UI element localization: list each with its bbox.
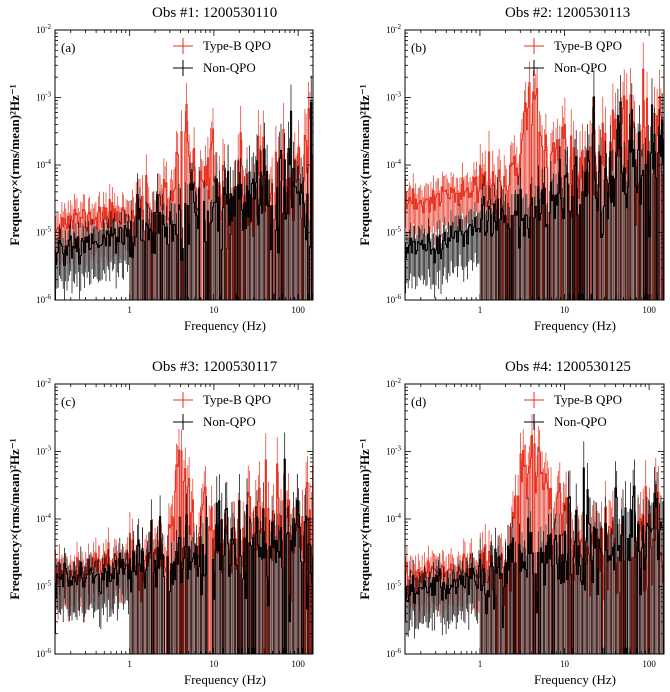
x-tick-label: 100 — [642, 305, 656, 315]
x-tick-label: 10 — [209, 305, 219, 315]
y-tick-label: 10-5 — [386, 580, 401, 592]
legend-label: Non-QPO — [554, 60, 607, 75]
legend-entry: Non-QPO — [524, 60, 607, 76]
non-qpo-series — [55, 432, 313, 654]
legend-label: Type-B QPO — [554, 38, 622, 53]
y-tick-label: 10-6 — [386, 293, 401, 305]
panel-2: Obs #2: 1200530113 1 10 100 10-6 10-5 10-4 10-3… — [357, 5, 665, 333]
panel-label: (c) — [61, 394, 75, 409]
non-qpo-series-step-line — [405, 467, 664, 654]
panel-label: (d) — [411, 394, 426, 409]
y-tick-label: 10-3 — [386, 91, 401, 103]
y-tick-label: 10-4 — [36, 512, 51, 524]
y-tick-label: 10-2 — [36, 23, 51, 35]
y-axis-label: Frequency×(rms/mean)²Hz⁻¹ — [7, 438, 22, 599]
y-tick-label: 10-2 — [36, 377, 51, 389]
y-tick-label: 10-5 — [36, 580, 51, 592]
x-tick-label: 1 — [478, 659, 483, 669]
x-tick-label: 10 — [209, 659, 219, 669]
x-tick-label: 10 — [560, 659, 570, 669]
x-axis-label: Frequency (Hz) — [534, 318, 616, 333]
y-axis-label: Frequency×(rms/mean)²Hz⁻¹ — [7, 84, 22, 245]
panel-title: Obs #3: 1200530117 — [152, 359, 278, 375]
y-tick-label: 10-6 — [36, 293, 51, 305]
x-tick-label: 10 — [560, 305, 570, 315]
legend-label: Non-QPO — [554, 414, 607, 429]
panel-label: (a) — [61, 40, 75, 55]
legend-entry: Type-B QPO — [173, 38, 271, 54]
x-tick-label: 1 — [127, 305, 132, 315]
x-tick-label: 1 — [127, 659, 132, 669]
y-tick-label: 10-4 — [386, 512, 401, 524]
non-qpo-series — [405, 70, 664, 300]
x-tick-label: 100 — [291, 659, 305, 669]
y-tick-label: 10-3 — [36, 445, 51, 457]
y-tick-label: 10-2 — [386, 23, 401, 35]
y-tick-label: 10-6 — [386, 647, 401, 659]
non-qpo-series-step-line — [405, 96, 664, 300]
legend-label: Non-QPO — [203, 414, 256, 429]
panel-title: Obs #2: 1200530113 — [505, 5, 630, 21]
x-axis-label: Frequency (Hz) — [184, 318, 266, 333]
panel-4: Obs #4: 1200530125 1 10 100 10-6 10-5 10-4 10-3… — [357, 359, 665, 687]
y-axis-label: Frequency×(rms/mean)²Hz⁻¹ — [357, 438, 372, 599]
y-axis-label: Frequency×(rms/mean)²Hz⁻¹ — [357, 84, 372, 245]
legend-entry: Type-B QPO — [173, 392, 271, 408]
y-tick-label: 10-2 — [386, 377, 401, 389]
x-tick-label: 100 — [291, 305, 305, 315]
non-qpo-series-step-line — [55, 458, 313, 654]
panel-3: Obs #3: 1200530117 1 10 100 10-6 10-5 10-4 10-3… — [7, 359, 314, 687]
legend-label: Type-B QPO — [203, 38, 271, 53]
x-axis-label: Frequency (Hz) — [184, 672, 266, 687]
panel-title: Obs #4: 1200530125 — [505, 359, 631, 375]
legend-entry: Type-B QPO — [524, 38, 622, 54]
x-tick-label: 1 — [478, 305, 483, 315]
y-tick-label: 10-3 — [36, 91, 51, 103]
y-tick-label: 10-5 — [36, 226, 51, 238]
non-qpo-series — [55, 75, 313, 300]
panel-1: Obs #1: 1200530110 1 10 100 10-6 10-5 10-4 10-3… — [7, 5, 314, 333]
legend-entry: Non-QPO — [173, 414, 256, 430]
x-axis-label: Frequency (Hz) — [534, 672, 616, 687]
non-qpo-series — [405, 441, 664, 654]
y-tick-label: 10-4 — [36, 158, 51, 170]
y-tick-label: 10-4 — [386, 158, 401, 170]
type-b-qpo-series-step-line — [55, 103, 313, 300]
y-tick-label: 10-5 — [386, 226, 401, 238]
legend-entry: Type-B QPO — [524, 392, 622, 408]
panel-label: (b) — [411, 40, 426, 55]
x-tick-label: 100 — [642, 659, 656, 669]
panel-title: Obs #1: 1200530110 — [152, 5, 277, 21]
legend-entry: Non-QPO — [173, 60, 256, 76]
y-tick-label: 10-6 — [36, 647, 51, 659]
legend-label: Type-B QPO — [203, 392, 271, 407]
legend-entry: Non-QPO — [524, 414, 607, 430]
y-tick-label: 10-3 — [386, 445, 401, 457]
legend-label: Type-B QPO — [554, 392, 622, 407]
legend-label: Non-QPO — [203, 60, 256, 75]
